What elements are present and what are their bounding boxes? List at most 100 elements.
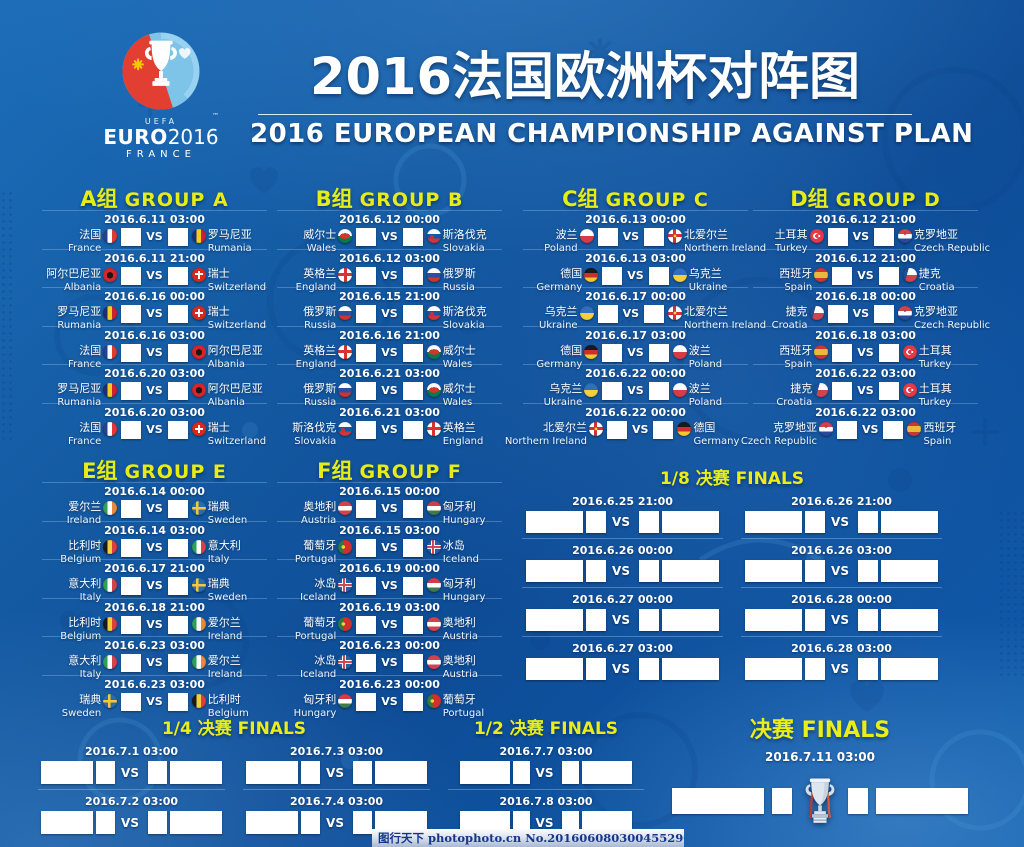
- uefa-euro2016-logo: ™ UEFA EURO2016 FRANCE: [100, 30, 222, 160]
- team-name-box: [526, 560, 584, 582]
- group-title: A组 GROUP A: [42, 183, 267, 211]
- match-row: VS: [522, 511, 723, 533]
- home-team: 波兰 Poland: [523, 227, 577, 254]
- flag-ni-icon: [589, 421, 603, 436]
- match-row: 俄罗斯 Russia VS 斯洛伐克 Slovakia: [277, 304, 502, 331]
- home-team: 威尔士 Wales: [277, 227, 336, 254]
- match-row: 英格兰 England VS 威尔士 Wales: [277, 343, 502, 370]
- home-team-name-en: Italy: [79, 669, 102, 681]
- flag-ro-icon: [103, 383, 118, 398]
- score-box: [638, 658, 659, 680]
- france-label: FRANCE: [126, 149, 196, 160]
- flag-pt-icon: [338, 616, 353, 631]
- vs-label: VS: [535, 815, 554, 830]
- knockout-match: 2016.6.25 21:00 VS: [522, 495, 723, 539]
- match-row: 罗马尼亚 Rumania VS 瑞士 Switzerland: [42, 304, 267, 331]
- group-title: F组 GROUP F: [277, 455, 502, 483]
- group-match: 2016.6.16 21:00 英格兰 England VS 威尔士 Wales: [277, 325, 502, 370]
- team-name-box: [246, 811, 299, 834]
- away-team-name-en: Portugal: [442, 707, 485, 719]
- away-team-name-en: Poland: [688, 358, 723, 370]
- home-team: 葡萄牙 Portugal: [277, 615, 336, 642]
- team-name-box: [672, 788, 764, 814]
- home-score-box: [356, 538, 377, 557]
- flag-wal-icon: [426, 344, 441, 359]
- home-team: 罗马尼亚 Rumania: [42, 304, 101, 331]
- home-team-name-en: England: [295, 281, 337, 293]
- away-team: 波兰 Poland: [689, 343, 748, 370]
- home-team-name-cn: 西班牙: [779, 266, 813, 280]
- away-team-name-cn: 冰岛: [442, 538, 465, 552]
- match-row: VS: [741, 658, 942, 680]
- vs-label: VS: [146, 656, 163, 670]
- vs-label: VS: [146, 579, 163, 593]
- vs-label: VS: [622, 307, 639, 321]
- euro-word: EURO: [103, 125, 168, 149]
- home-team-name-en: Germany: [536, 358, 583, 370]
- home-team-name-en: Spain: [784, 358, 813, 370]
- title-divider: [258, 114, 912, 115]
- vs-label: VS: [326, 815, 344, 830]
- group-title-en: GROUP E: [124, 461, 227, 483]
- away-team-name-en: Ukraine: [688, 281, 728, 293]
- semi-finals-section: 1/2 决赛 FINALS 2016.7.7 03:00 VS 2016.7.8 0…: [448, 714, 644, 844]
- home-team-name-cn: 英格兰: [303, 343, 337, 357]
- away-team: 捷克 Croatia: [919, 266, 978, 293]
- flag-ro-icon: [103, 306, 118, 321]
- vs-label: VS: [857, 345, 874, 359]
- group-match: 2016.6.16 00:00 罗马尼亚 Rumania VS 瑞士 Switzerlan…: [42, 287, 267, 331]
- away-score-box: [878, 343, 899, 362]
- home-team-name-cn: 德国: [560, 343, 583, 357]
- match-date: 2016.6.13 03:00: [585, 251, 686, 265]
- group-match: 2016.6.18 03:00 西班牙 Spain VS 土耳其 Turkey: [753, 325, 978, 370]
- match-date: 2016.6.19 03:00: [339, 600, 440, 614]
- home-team: 斯洛伐克 Slovakia: [277, 420, 336, 447]
- flag-de-icon: [584, 267, 599, 282]
- home-score-box: [602, 343, 623, 362]
- flag-se-icon: [191, 578, 206, 593]
- home-team: 冰岛 Iceland: [277, 576, 336, 603]
- home-team: 英格兰 England: [277, 343, 337, 370]
- away-team-name-en: Ireland: [207, 669, 243, 681]
- group-match: 2016.6.22 00:00 北爱尔兰 Northern Ireland VS 德国 G…: [505, 402, 748, 447]
- vs-label: VS: [831, 662, 849, 676]
- match-row: 德国 Germany VS 乌克兰 Ukraine: [523, 266, 748, 293]
- match-row: 意大利 Italy VS 爱尔兰 Ireland: [42, 653, 267, 680]
- flag-pt-icon: [338, 539, 353, 554]
- away-score-box: [878, 382, 899, 401]
- away-score-box: [648, 343, 669, 362]
- match-date: 2016.6.16 00:00: [104, 290, 205, 304]
- flag-is-icon: [338, 655, 353, 670]
- home-score-box: [356, 382, 377, 401]
- away-team: 克罗地亚 Czech Republic: [914, 304, 990, 331]
- away-team-name-en: Albania: [207, 397, 246, 409]
- home-team: 爱尔兰 Ireland: [42, 499, 102, 526]
- away-team: 德国 Germany: [693, 420, 748, 447]
- team-name-box: [169, 761, 222, 784]
- team-name-box: [374, 761, 427, 784]
- knockout-match: 2016.7.2 03:00 VS: [38, 795, 225, 839]
- group-title-cn: B组: [315, 187, 353, 211]
- group-d-section: D组 GROUP D 2016.6.12 21:00 土耳其 Turkey VS 克罗地亚 C…: [741, 183, 990, 447]
- match-row: 西班牙 Spain VS 捷克 Croatia: [753, 266, 978, 293]
- group-match: 2016.6.22 03:00 捷克 Croatia VS 土耳其 Turkey: [753, 364, 978, 408]
- away-team: 土耳其 Turkey: [919, 343, 978, 370]
- flag-fr-icon: [103, 344, 118, 359]
- home-team-name-cn: 乌克兰: [544, 305, 578, 319]
- away-team: 阿尔巴尼亚 Albania: [208, 381, 267, 408]
- team-name-box: [169, 811, 222, 834]
- away-team-name-en: Austria: [442, 630, 479, 642]
- flag-be-icon: [103, 539, 118, 554]
- team-name-box: [876, 788, 968, 814]
- match-date: 2016.6.15 21:00: [339, 290, 440, 304]
- group-match: 2016.6.13 00:00 波兰 Poland VS 北爱尔兰 Northern Ir…: [523, 210, 766, 254]
- home-team-name-en: Belgium: [60, 553, 102, 565]
- poster-title-cn: 2016法国欧洲杯对阵图: [310, 48, 860, 107]
- match-date: 2016.6.12 00:00: [339, 213, 440, 226]
- away-score-box: [878, 266, 899, 285]
- match-date: 2016.6.18 03:00: [815, 328, 916, 342]
- match-row: 斯洛伐克 Slovakia VS 英格兰 England: [277, 420, 502, 447]
- vs-label: VS: [535, 765, 554, 780]
- home-team-name-en: Spain: [784, 281, 813, 293]
- away-team-name-en: Northern Ireland: [684, 320, 767, 332]
